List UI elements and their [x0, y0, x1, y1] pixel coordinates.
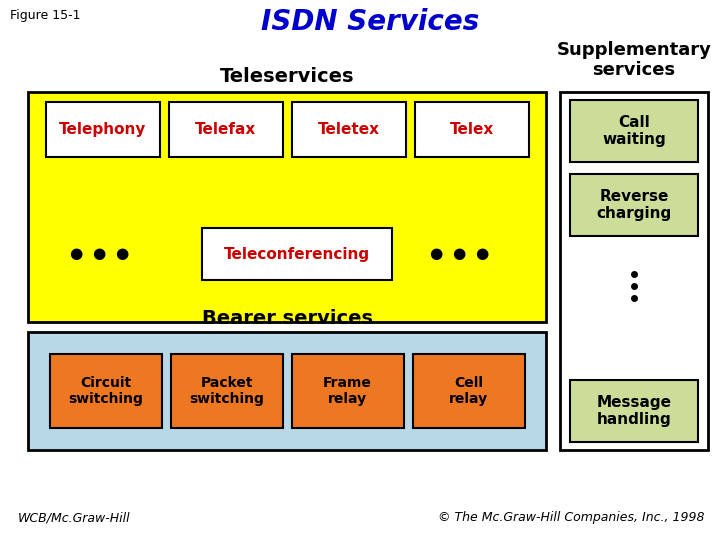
Bar: [570, 174, 698, 236]
Text: Telephony: Telephony: [59, 122, 146, 137]
Bar: [171, 354, 282, 428]
Text: Teletex: Teletex: [318, 122, 379, 137]
Text: © The Mc.Graw-Hill Companies, Inc., 1998: © The Mc.Graw-Hill Companies, Inc., 1998: [438, 511, 705, 524]
Bar: [202, 228, 392, 280]
Text: Teleconferencing: Teleconferencing: [224, 246, 370, 261]
Bar: [168, 102, 282, 157]
Text: ●  ●  ●: ● ● ●: [431, 246, 490, 261]
Bar: [570, 100, 698, 162]
Text: Supplementary
services: Supplementary services: [557, 40, 711, 79]
Bar: [570, 380, 698, 442]
Text: Teleservices: Teleservices: [220, 66, 354, 85]
Text: Packet
switching: Packet switching: [189, 376, 264, 406]
Bar: [28, 92, 546, 322]
Text: Frame
relay: Frame relay: [323, 376, 372, 406]
Text: Cell
relay: Cell relay: [449, 376, 488, 406]
Bar: [292, 354, 403, 428]
Bar: [50, 354, 161, 428]
Bar: [45, 102, 160, 157]
Text: ISDN Services: ISDN Services: [261, 8, 479, 36]
Text: ●  ●  ●: ● ● ●: [71, 246, 130, 261]
Text: Call
waiting: Call waiting: [602, 115, 666, 147]
Text: Telex: Telex: [449, 122, 494, 137]
Text: Figure 15-1: Figure 15-1: [10, 9, 81, 22]
Text: Telefax: Telefax: [195, 122, 256, 137]
Text: Circuit
switching: Circuit switching: [68, 376, 143, 406]
Text: Reverse
charging: Reverse charging: [596, 189, 672, 221]
Text: Message
handling: Message handling: [596, 395, 672, 427]
Text: WCB/Mc.Graw-Hill: WCB/Mc.Graw-Hill: [18, 511, 130, 524]
Bar: [292, 102, 405, 157]
Bar: [413, 354, 524, 428]
Bar: [28, 332, 546, 450]
Bar: [560, 92, 708, 450]
Text: Bearer services: Bearer services: [202, 308, 372, 327]
Bar: [415, 102, 528, 157]
